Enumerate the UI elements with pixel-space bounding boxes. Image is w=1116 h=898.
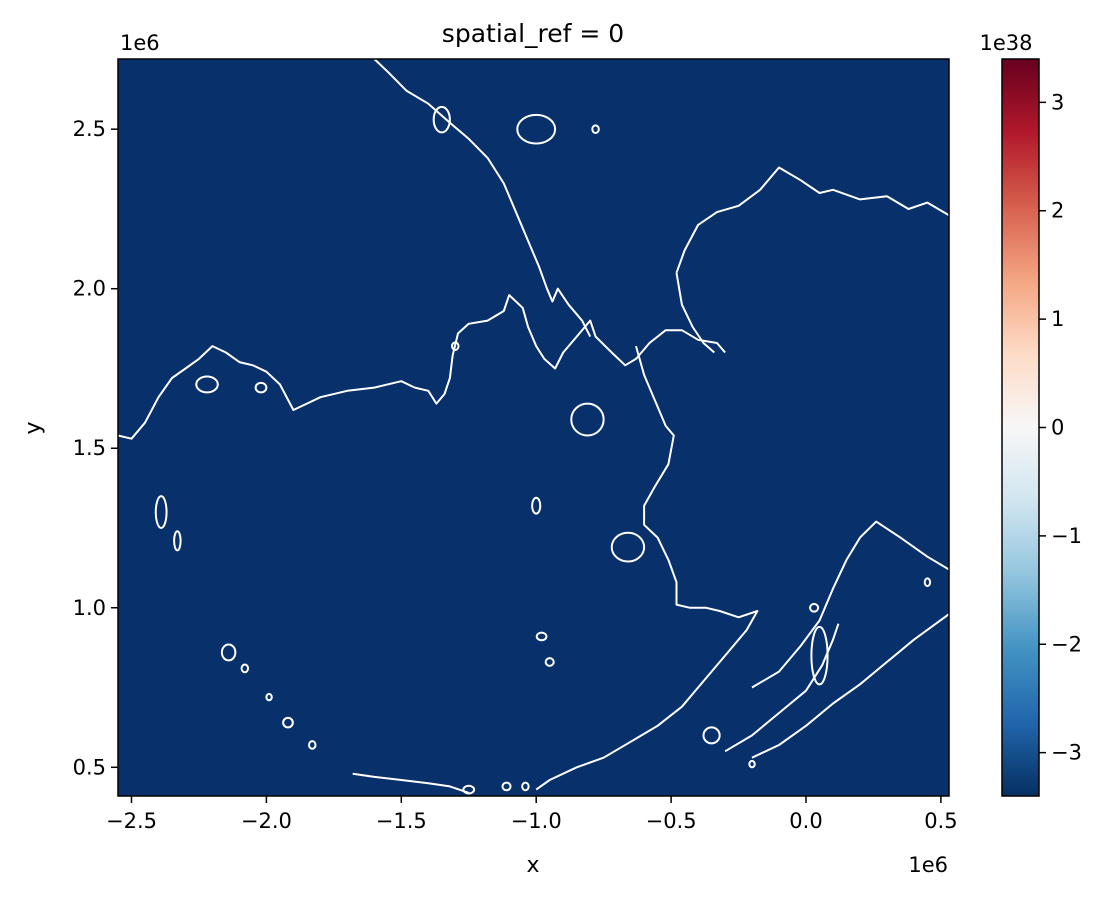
island-outline: [254, 381, 268, 394]
coastline-path: [675, 166, 949, 274]
coastline-path: [535, 345, 759, 791]
x-tick-label: 0.5: [924, 809, 957, 833]
island-outline: [501, 781, 512, 792]
colorbar-tick-label: −3: [1051, 741, 1082, 765]
coastline-path: [118, 294, 726, 440]
x-tick-label: −2.5: [106, 809, 157, 833]
colorbar-tick-label: 3: [1051, 90, 1064, 114]
island-outline: [748, 759, 756, 769]
colorbar-offset-label: 1e38: [979, 31, 1032, 55]
coastline-path: [751, 520, 949, 689]
y-tick-label: 1.0: [73, 596, 106, 620]
island-outline: [265, 692, 273, 702]
y-tick-label: 1.5: [73, 436, 106, 460]
island-outline: [570, 402, 605, 437]
colorbar-tick-label: −2: [1051, 632, 1082, 656]
coastline-layer: [118, 59, 949, 795]
y-tick-label: 2.5: [73, 117, 106, 141]
island-outline: [531, 496, 542, 515]
x-axis-label: x: [526, 853, 539, 878]
colorbar-ticks: 3 2 1 0 −1 −2 −3: [1039, 90, 1082, 765]
colorbar-tick-label: 0: [1051, 416, 1064, 440]
island-outline: [810, 625, 829, 686]
y-axis-ticks: 0.5 1.0 1.5 2.0 2.5: [73, 117, 118, 779]
island-outline: [544, 657, 555, 667]
x-tick-label: −0.5: [646, 809, 697, 833]
plot-background: [118, 59, 949, 796]
coastline-path: [751, 613, 949, 759]
x-offset-label: 1e6: [908, 853, 948, 877]
y-tick-label: 0.5: [73, 755, 106, 779]
island-outline: [591, 124, 600, 135]
colorbar-tick-label: 2: [1051, 199, 1064, 223]
x-axis-ticks: −2.5 −2.0 −1.5 −1.0 −0.5 0.0 0.5: [106, 796, 958, 833]
y-offset-label: 1e6: [120, 31, 160, 55]
island-outline: [610, 531, 646, 563]
x-tick-label: −1.5: [376, 809, 427, 833]
island-outline: [154, 495, 168, 529]
x-tick-label: −2.0: [241, 809, 292, 833]
island-outline: [702, 726, 721, 745]
x-tick-label: −1.0: [511, 809, 562, 833]
y-tick-label: 2.0: [73, 277, 106, 301]
island-outline: [240, 663, 250, 674]
coastline-path: [373, 59, 592, 338]
coastline-path: [724, 623, 840, 753]
coastline-path: [352, 772, 470, 794]
coastline-path: [675, 272, 715, 354]
island-outline: [521, 781, 530, 792]
island-outline: [308, 740, 317, 750]
chart-title: spatial_ref = 0: [442, 19, 624, 48]
island-outline: [220, 643, 237, 662]
island-outline: [282, 716, 294, 729]
island-outline: [195, 375, 219, 394]
island-outline: [516, 113, 557, 145]
island-outline: [809, 602, 820, 613]
colorbar: [1001, 58, 1040, 797]
colorbar-tick-label: −1: [1051, 524, 1082, 548]
x-tick-label: 0.0: [789, 809, 822, 833]
island-outline: [173, 530, 182, 552]
island-outline: [462, 784, 476, 795]
y-axis-label: y: [21, 421, 46, 434]
plot-frame: [117, 58, 950, 797]
colorbar-tick-label: 1: [1051, 307, 1064, 331]
island-outline: [535, 631, 548, 642]
island-outline: [451, 341, 460, 351]
island-outline: [923, 577, 932, 588]
island-outline: [432, 105, 451, 134]
